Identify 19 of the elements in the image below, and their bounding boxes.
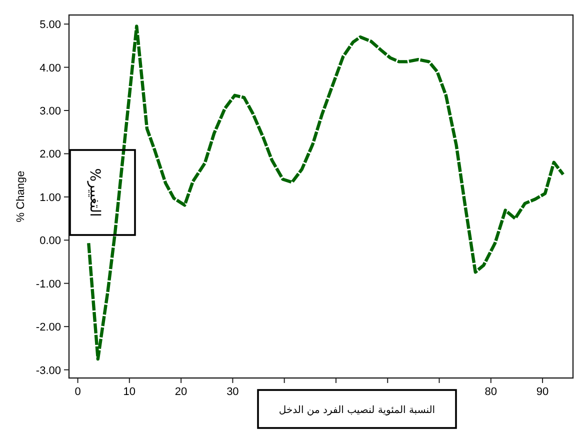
x-tick-label: 80: [484, 386, 498, 398]
x-tick-label: 20: [174, 386, 188, 398]
y-tick-label: 5.00: [40, 19, 61, 32]
y-tick-label: 1.00: [40, 192, 61, 204]
line-series: [87, 24, 565, 361]
y-axis-title: % Change: [15, 170, 27, 222]
y-tick-label: -3.00: [36, 364, 61, 377]
y-tick-label: -2.00: [36, 322, 61, 334]
x-tick-label: 0: [74, 386, 81, 398]
y-tick-label: 3.00: [40, 106, 61, 118]
x-tick-label: 30: [226, 386, 239, 398]
annotation: %التغيير: [86, 168, 102, 217]
x-tick-label: 90: [536, 386, 549, 398]
y-tick-label: 0.00: [40, 235, 61, 248]
y-tick-label: -1.00: [36, 278, 61, 290]
x-tick-label: 10: [123, 386, 136, 398]
y-tick-label: 2.00: [40, 148, 61, 161]
y-tick-label: 4.00: [40, 62, 61, 74]
text: النسبة المئوية لنصيب الفرد من الدخل: [278, 405, 436, 416]
